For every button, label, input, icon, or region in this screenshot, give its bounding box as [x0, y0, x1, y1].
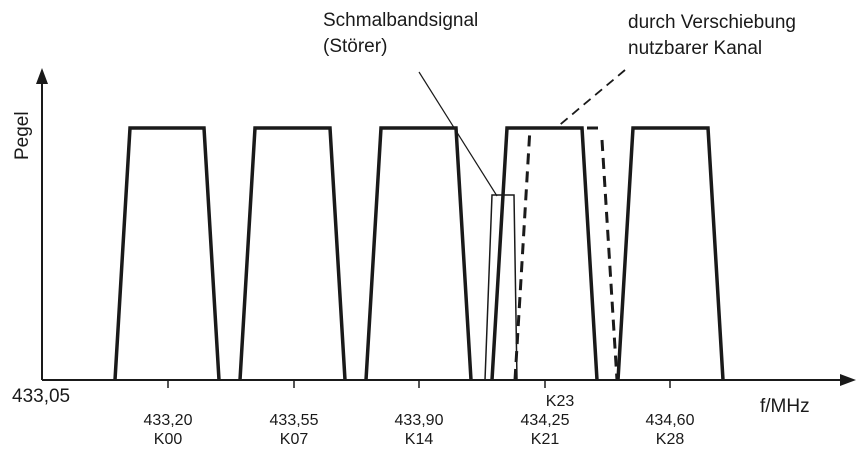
tick-label-freq-k28: 434,60 [646, 412, 695, 429]
tick-label-channel-k28: K28 [656, 431, 685, 448]
channel-shapes [113, 126, 725, 381]
narrowband-interferer [484, 194, 518, 381]
y-axis-label: Pegel [12, 111, 33, 160]
tick-label-channel-k21: K21 [531, 431, 560, 448]
x-axis-arrowhead [840, 374, 856, 386]
shifted-channel-left-edge [513, 127, 532, 381]
tick-label-freq-k00: 433,20 [144, 412, 193, 429]
shifted-label-line1: durch Verschiebung [628, 12, 796, 33]
shifted-channel-right-edge [600, 139, 619, 381]
annotation-lines [418, 69, 626, 197]
x-axis-ticks [167, 380, 671, 388]
x-axis-label: f/MHz [760, 396, 810, 417]
channel-k07-shape [238, 126, 347, 381]
shifted-channel-k23 [513, 126, 619, 381]
channel-k00-shape [113, 126, 221, 381]
tick-label-channel-k14: K14 [405, 431, 434, 448]
axes [41, 80, 842, 381]
tick-label-freq-k21: 434,25 [521, 412, 570, 429]
tick-label-freq-k07: 433,55 [270, 412, 319, 429]
narrowband-label-line1: Schmalbandsignal [323, 10, 478, 31]
shifted-leader-line [555, 69, 626, 129]
channel-k14-shape [364, 126, 473, 381]
narrowband-label-line2: (Störer) [323, 36, 387, 57]
channel-k21-shape [490, 126, 599, 381]
tick-label-freq-k14: 433,90 [395, 412, 444, 429]
tick-label-channel-k00: K00 [154, 431, 183, 448]
y-axis-arrowhead [36, 68, 48, 84]
x-origin-label: 433,05 [12, 386, 70, 407]
tick-label-channel-k07: K07 [280, 431, 309, 448]
tick-label-k23: K23 [546, 393, 575, 410]
shifted-label-line2: nutzbarer Kanal [628, 38, 762, 59]
narrowband-leader-line [418, 71, 498, 197]
channel-k28-shape [616, 126, 725, 381]
